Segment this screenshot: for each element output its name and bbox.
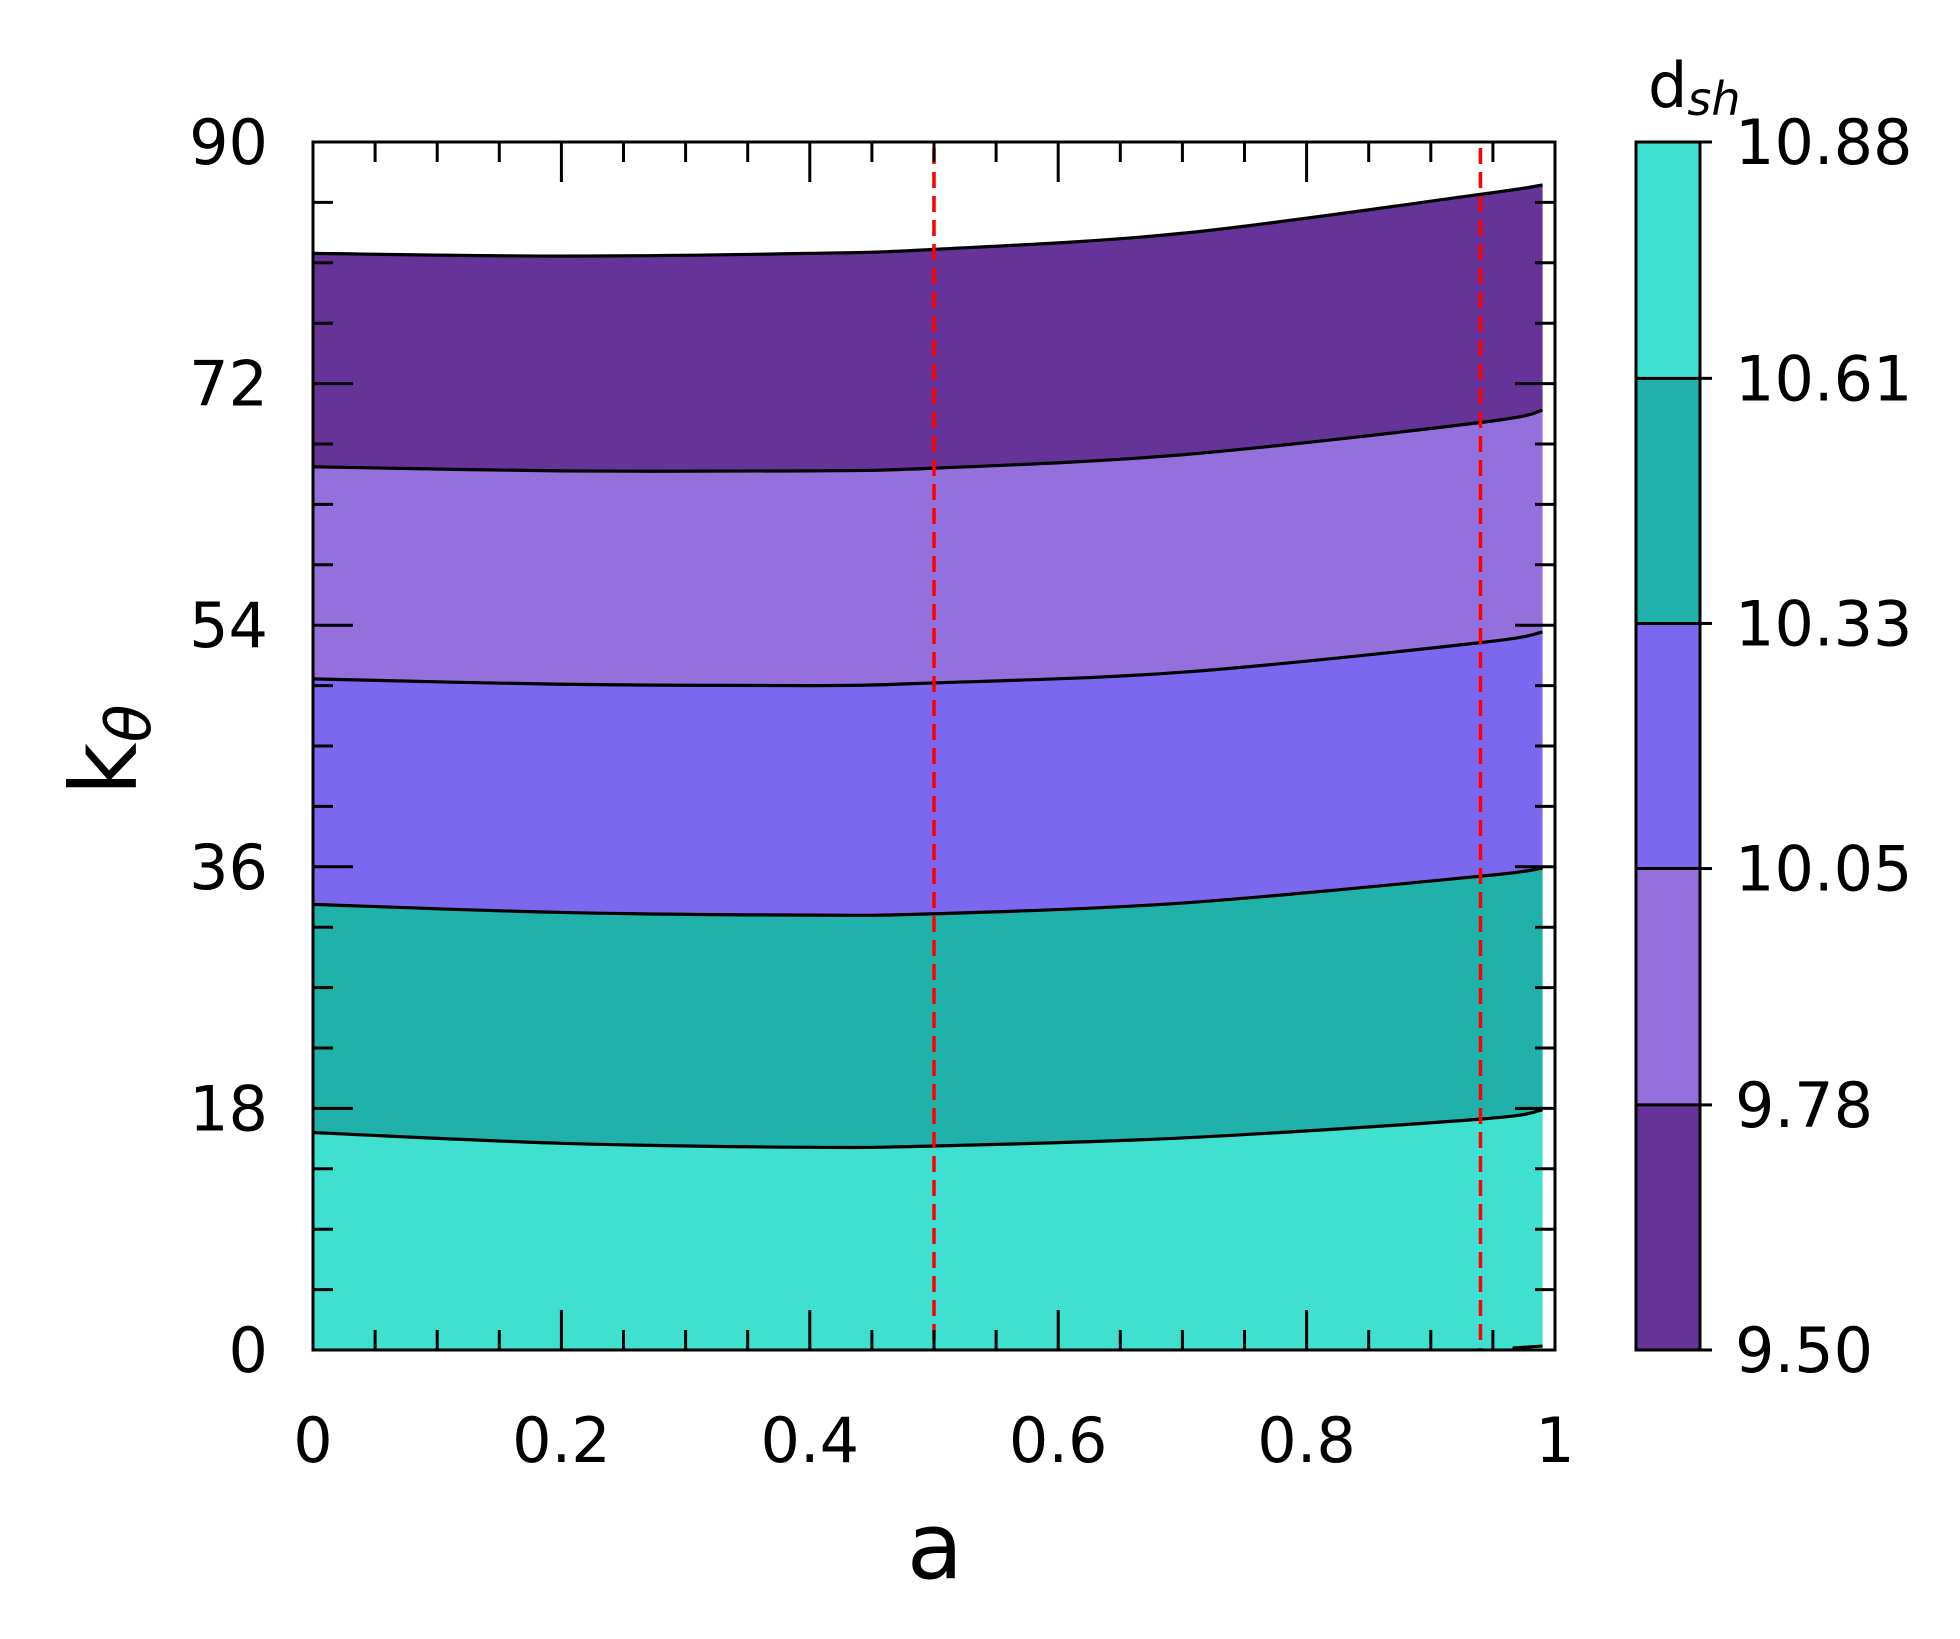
y-tick-label: 72 bbox=[189, 348, 268, 421]
colorbar-tick-label: 10.61 bbox=[1735, 342, 1913, 415]
y-axis-label-subscript: θ bbox=[92, 704, 165, 742]
x-tick-label: 0.6 bbox=[1009, 1404, 1108, 1477]
x-tick-label: 0.4 bbox=[760, 1404, 859, 1477]
colorbar-segment-5 bbox=[1636, 142, 1700, 379]
y-tick-label: 54 bbox=[189, 589, 268, 662]
colorbar: 9.50 9.78 10.05 10.33 10.61 10.88 bbox=[1634, 106, 1913, 1387]
contour-line-2 bbox=[312, 866, 1543, 917]
colorbar-segment-2 bbox=[1636, 868, 1700, 1105]
contour-band-3 bbox=[313, 631, 1543, 916]
colorbar-segment-1 bbox=[1636, 1104, 1700, 1350]
y-tick-label: 18 bbox=[189, 1072, 268, 1145]
colorbar-tick-label: 9.50 bbox=[1735, 1314, 1873, 1387]
y-axis-label-main: k bbox=[51, 742, 158, 796]
colorbar-title: dsh bbox=[1648, 49, 1740, 126]
colorbar-title-main: d bbox=[1648, 49, 1687, 122]
contour-band-1 bbox=[313, 1109, 1543, 1350]
plot-area bbox=[312, 148, 1543, 1350]
contour-line-fragment bbox=[1512, 1344, 1543, 1350]
colorbar-tick-label: 9.78 bbox=[1735, 1069, 1873, 1142]
colorbar-title-subscript: sh bbox=[1687, 72, 1740, 126]
y-axis-label: kθ bbox=[51, 704, 165, 795]
x-tick-label: 0.2 bbox=[512, 1404, 611, 1477]
colorbar-frame bbox=[1634, 140, 1702, 1352]
colorbar-segment-3 bbox=[1636, 623, 1700, 869]
x-tick-label: 0 bbox=[293, 1404, 332, 1477]
x-axis-label: a bbox=[907, 1493, 963, 1600]
contour-band-4 bbox=[313, 410, 1543, 686]
colorbar-tick-label: 10.33 bbox=[1735, 587, 1913, 660]
y-tick-label: 36 bbox=[189, 831, 268, 904]
colorbar-tick-label: 10.05 bbox=[1735, 833, 1913, 906]
x-tick-label: 0.8 bbox=[1257, 1404, 1356, 1477]
y-tick-label: 0 bbox=[229, 1314, 268, 1387]
axes: 0 0.2 0.4 0.6 0.8 1 0 18 36 54 72 90 bbox=[189, 106, 1575, 1477]
colorbar-segment-4 bbox=[1636, 378, 1700, 624]
y-tick-label: 90 bbox=[189, 106, 268, 179]
colorbar-tick-label: 10.88 bbox=[1735, 106, 1913, 179]
contour-band-2 bbox=[313, 868, 1543, 1148]
x-tick-label: 1 bbox=[1535, 1404, 1574, 1477]
contour-band-5 bbox=[313, 184, 1543, 472]
